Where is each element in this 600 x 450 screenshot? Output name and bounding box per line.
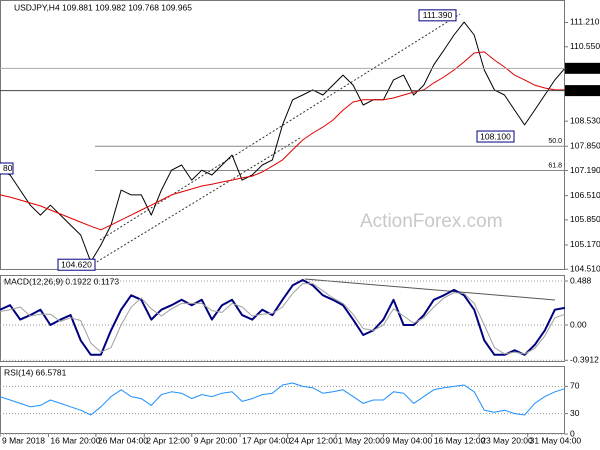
x-tick-label: 2 Apr 12:00 [146, 435, 190, 445]
x-tick-label: 9 Mar 2018 [2, 435, 45, 445]
annotation-label: 111.390 [423, 10, 453, 20]
x-tick-label: 16 May 12:00 [434, 435, 486, 445]
trend-line [304, 278, 556, 301]
price-label-box [565, 62, 600, 74]
series-line [0, 382, 566, 416]
price-label: 109.360 [569, 85, 600, 95]
panel-title: RSI(14) 66.5781 [4, 367, 67, 377]
annotation-label: 108.100 [480, 131, 511, 141]
chart-title: USDJPY,H4 109.881 109.982 109.768 109.96… [14, 2, 192, 12]
annotation-box [57, 258, 96, 271]
x-tick-label: 16 Mar 20:00 [50, 435, 100, 445]
y-tick-label: 104.510 [570, 264, 600, 274]
y-tick-label: -0.3912 [570, 355, 599, 365]
trend-line [89, 137, 301, 267]
price-label-box [565, 85, 600, 97]
x-tick-label: 17 Apr 04:00 [242, 435, 290, 445]
y-tick-label: 105.170 [570, 239, 600, 249]
y-tick-label: 110.550 [570, 41, 600, 51]
y-tick-label: 0.00 [570, 319, 587, 329]
y-tick-label: 70 [570, 381, 580, 391]
y-tick-label: 0.488 [570, 275, 592, 285]
y-tick-label: 111.210 [570, 17, 600, 27]
panel-frame [0, 275, 565, 362]
y-tick-label: 0 [570, 428, 575, 438]
y-tick-label: 105.850 [570, 214, 600, 224]
fib-label: 50.0 [548, 138, 562, 145]
series-line [0, 51, 565, 231]
y-tick-label: 108.530 [570, 115, 600, 125]
annotation-box [476, 130, 515, 143]
annotation-label: 80 [3, 163, 13, 173]
series-line [0, 21, 566, 263]
price-label: 109.965 [569, 63, 600, 73]
fib-label: 61.8 [548, 162, 562, 169]
watermark: ActionForex.com [360, 211, 503, 232]
series-line [0, 279, 566, 356]
trend-line [99, 13, 461, 241]
annotation-box [418, 9, 457, 22]
x-tick-label: 31 May 04:00 [530, 435, 582, 445]
y-tick-label: 30 [570, 408, 580, 418]
panel-title: MACD(12,26,9) 0.1922 0.1173 [4, 276, 119, 286]
x-tick-label: 24 Apr 12:00 [290, 435, 338, 445]
x-tick-label: 23 May 20:00 [481, 435, 533, 445]
x-tick-label: 1 May 20:00 [338, 435, 385, 445]
annotation-label: 104.620 [61, 259, 92, 269]
panel-frame [0, 0, 565, 270]
x-tick-label: 9 May 04:00 [385, 435, 432, 445]
annotation-box [0, 162, 14, 175]
y-tick-label: 107.850 [570, 140, 600, 150]
y-tick-label: 107.190 [570, 165, 600, 175]
x-tick-label: 9 Apr 20:00 [194, 435, 238, 445]
y-tick-label: 106.510 [570, 190, 600, 200]
x-tick-label: 26 Mar 04:00 [98, 435, 148, 445]
series-line [0, 283, 566, 355]
